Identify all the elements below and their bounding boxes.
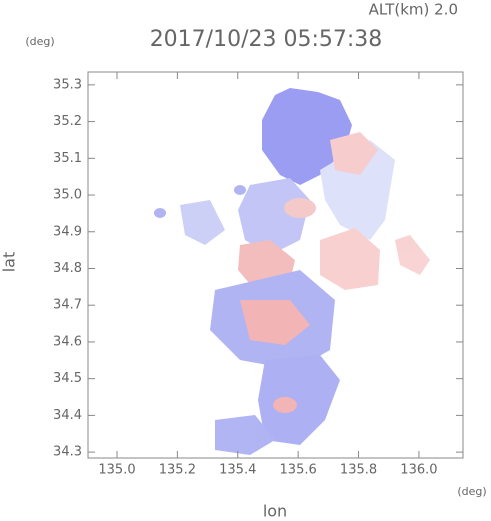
altitude-label: ALT(km) 2.0 — [369, 1, 458, 19]
y-tick-label: 34.6 — [53, 334, 82, 349]
y-tick-label: 34.7 — [53, 298, 82, 313]
y-axis-label: lat — [0, 252, 19, 273]
y-tick-label: 35.0 — [53, 188, 82, 203]
x-tick-label: 135.6 — [280, 463, 317, 478]
x-tick-label: 135.2 — [159, 463, 196, 478]
x-tick-label: 135.4 — [219, 463, 256, 478]
y-tick-label: 35.3 — [53, 77, 82, 92]
y-tick-label: 34.8 — [53, 261, 82, 276]
chart-title: 2017/10/23 05:57:38 — [150, 27, 383, 52]
plot-frame — [87, 71, 464, 459]
x-tick-label: 135.8 — [340, 463, 377, 478]
x-unit: (deg) — [457, 485, 486, 498]
x-tick-label: 135.0 — [98, 463, 135, 478]
y-tick-label: 34.3 — [53, 445, 82, 460]
y-unit: (deg) — [25, 35, 54, 48]
y-tick-label: 34.9 — [53, 224, 82, 239]
y-tick-label: 34.4 — [53, 408, 82, 423]
y-tick-label: 35.1 — [53, 151, 82, 166]
y-tick-label: 34.5 — [53, 371, 82, 386]
x-axis-label: lon — [263, 502, 287, 521]
y-tick-label: 35.2 — [53, 114, 82, 129]
radar-echo — [154, 88, 430, 455]
x-tick-label: 136.0 — [400, 463, 437, 478]
